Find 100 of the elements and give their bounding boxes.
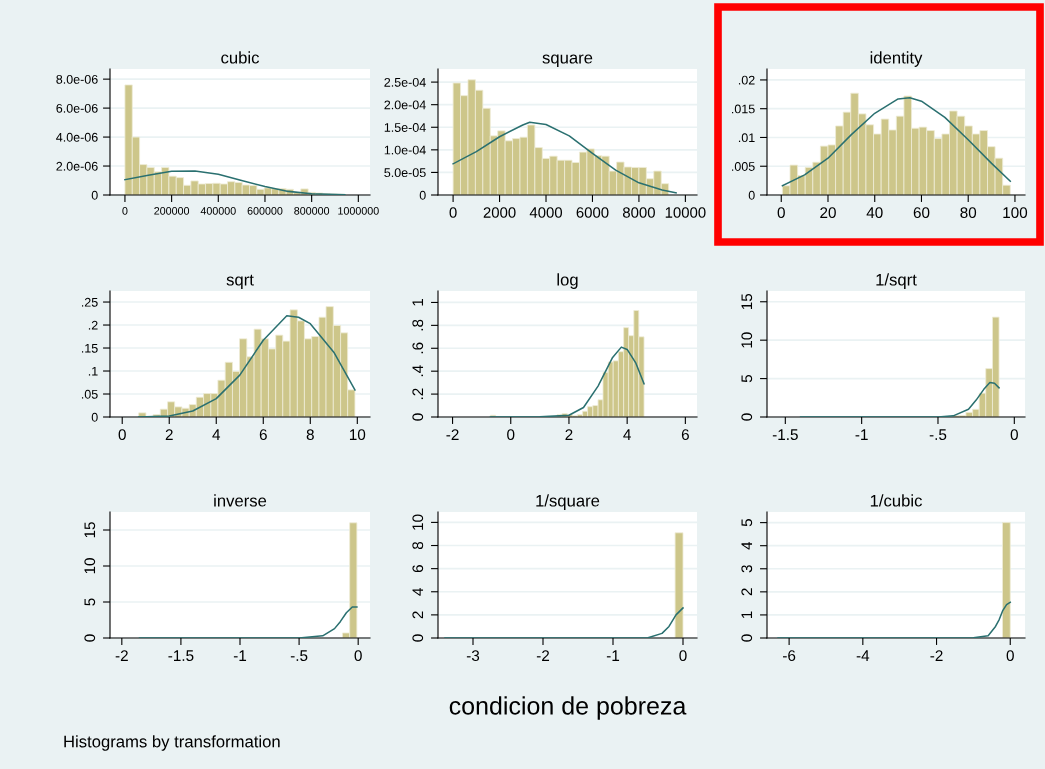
y-tick-label: 4.0e-06	[56, 132, 98, 142]
x-tick-label: -2	[446, 429, 459, 440]
y-tick-label: 2	[412, 611, 424, 619]
y-tick-label: 5	[84, 598, 96, 606]
x-tick-label: 400000	[200, 207, 236, 215]
y-tick-label: 0	[412, 634, 424, 642]
x-tick-label: -.5	[290, 650, 308, 662]
x-tick-label: 0	[679, 650, 687, 662]
y-tick-label: 0	[84, 634, 96, 642]
x-tick-label: 6	[259, 429, 267, 441]
x-tick-label: -2	[930, 650, 943, 661]
y-tick-label: .015	[732, 104, 755, 114]
text: Histograms by transformation	[64, 735, 280, 751]
y-tick-label: 0	[91, 190, 98, 200]
chart-title: identity	[870, 51, 923, 67]
x-tick-label: 80	[960, 207, 977, 219]
y-tick-label: 15	[84, 522, 96, 538]
y-tick-label: 8.0e-06	[56, 74, 98, 84]
x-tick-label: 2000	[483, 207, 516, 218]
y-tick-label: 8	[412, 541, 424, 550]
x-tick-label: 6000	[576, 207, 609, 218]
x-tick-label: 600000	[247, 207, 283, 215]
x-tick-label: -1.5	[772, 429, 798, 441]
x-tick-label: 8	[306, 429, 314, 441]
x-tick-label: 10	[349, 429, 366, 441]
chart-title: square	[542, 54, 593, 67]
y-tick-label: 5	[741, 519, 753, 527]
y-tick-label: 3	[741, 565, 753, 573]
y-tick-label: .8	[412, 319, 424, 331]
chart-title: log	[557, 273, 578, 289]
x-tick-label: -1	[855, 429, 868, 440]
x-tick-label: 4	[212, 429, 221, 440]
y-tick-label: .4	[412, 365, 424, 377]
y-tick-label: 0	[741, 413, 753, 421]
y-tick-label: 4	[741, 541, 753, 550]
x-tick-label: 1000000	[338, 207, 379, 215]
y-tick-label: .25	[81, 297, 98, 307]
y-tick-label: .005	[732, 162, 755, 171]
y-tick-label: 4	[412, 587, 424, 596]
y-tick-label: 2.0e-06	[56, 161, 98, 171]
y-tick-label: 10	[84, 558, 96, 574]
y-tick-label: 1.0e-04	[384, 145, 426, 155]
chart-title: 1/sqrt	[876, 273, 917, 289]
x-tick-label: 60	[913, 207, 930, 219]
y-tick-label: .6	[412, 342, 424, 354]
y-tick-label: 6	[412, 565, 424, 573]
x-tick-label: 100	[1003, 207, 1028, 219]
y-tick-label: 5.0e-05	[384, 168, 426, 178]
x-tick-label: 0	[118, 429, 126, 441]
x-tick-label: 0	[1010, 429, 1018, 441]
chart-title: inverse	[214, 494, 267, 507]
x-tick-label: 2	[165, 429, 173, 440]
x-tick-label: 0	[449, 207, 457, 218]
x-axis-title: condicion de pobreza	[449, 696, 687, 720]
y-tick-label: 15	[741, 293, 753, 310]
x-tick-label: 2	[565, 429, 573, 440]
x-tick-label: 0	[1006, 650, 1014, 662]
y-tick-label: 5	[741, 374, 753, 383]
y-tick-label: 2.0e-04	[384, 100, 426, 110]
chart-title: 1/square	[536, 494, 600, 510]
x-tick-label: 800000	[294, 207, 330, 215]
y-tick-label: 0	[91, 412, 98, 422]
x-tick-label: 40	[866, 207, 883, 219]
y-tick-label: 0	[419, 190, 426, 200]
y-tick-label: 1	[741, 611, 753, 619]
y-tick-label: 6.0e-06	[56, 103, 98, 113]
y-tick-label: 0	[748, 190, 755, 200]
x-tick-label: 0	[354, 650, 362, 662]
x-tick-label: 0	[777, 207, 785, 219]
y-tick-label: 1.5e-04	[384, 123, 426, 132]
chart-title: cubic	[221, 51, 260, 64]
y-tick-label: .1	[88, 366, 98, 376]
y-tick-label: .05	[81, 389, 98, 399]
x-tick-label: -4	[856, 650, 870, 661]
x-tick-label: 10000	[665, 207, 706, 218]
x-tick-label: -1.5	[168, 650, 194, 662]
x-tick-label: -1	[606, 650, 620, 661]
y-tick-label: 2.5e-04	[384, 77, 426, 87]
y-tick-label: 2	[741, 588, 753, 596]
x-tick-label: 20	[820, 207, 836, 219]
y-tick-label: 0	[412, 413, 424, 421]
y-tick-label: 1	[412, 298, 424, 306]
chart-title: 1/cubic	[870, 494, 922, 507]
x-tick-label: 0	[122, 207, 128, 215]
x-tick-label: 200000	[154, 207, 190, 215]
y-tick-label: 10	[412, 514, 424, 530]
x-tick-label: -2	[536, 650, 550, 661]
y-tick-label: .2	[88, 320, 98, 330]
x-tick-label: -2	[115, 650, 128, 661]
y-tick-label: .02	[738, 75, 755, 85]
x-tick-label: 4000	[529, 207, 563, 218]
x-tick-label: -.5	[929, 429, 947, 441]
x-tick-label: -6	[783, 650, 796, 662]
x-tick-label: -1	[233, 650, 247, 661]
y-tick-label: 10	[741, 332, 753, 348]
y-tick-label: 0	[741, 634, 753, 642]
x-tick-label: -3	[466, 650, 480, 662]
x-tick-label: 6	[681, 429, 689, 441]
y-tick-label: .15	[81, 343, 98, 353]
y-tick-label: .01	[738, 133, 755, 143]
